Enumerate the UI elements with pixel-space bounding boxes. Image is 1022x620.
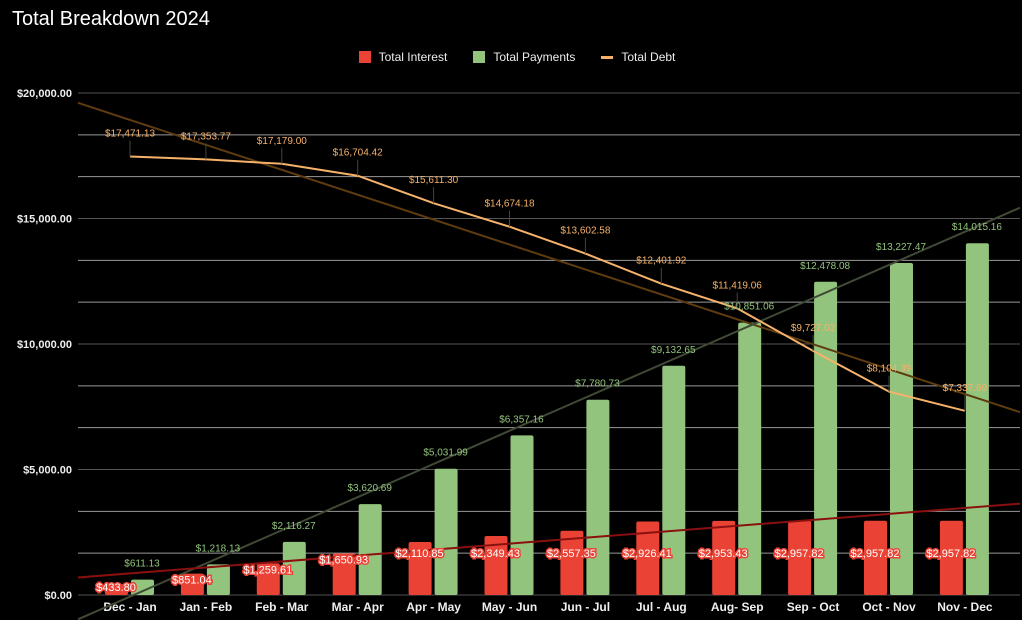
bar-payments	[586, 399, 610, 595]
line-debt	[129, 155, 966, 412]
data-label-payments: $12,478.08	[800, 261, 850, 272]
data-label-payments: $10,851.06	[724, 302, 774, 313]
y-tick-label: $10,000.00	[17, 339, 72, 351]
data-label-debt: $15,611.30	[409, 175, 459, 186]
data-label-debt: $17,353.77	[181, 131, 231, 142]
data-label-interest: $2,957.82	[926, 548, 975, 560]
data-label-interest: $2,110.85	[396, 548, 444, 560]
legend: Total Interest Total Payments Total Debt	[0, 50, 1022, 64]
data-label-payments: $14,015.16	[952, 222, 1002, 233]
bar-payments	[510, 435, 534, 595]
x-tick-label: Mar - Apr	[332, 600, 385, 614]
bar-interest	[332, 553, 356, 595]
data-label-interest: $851.04	[172, 575, 212, 587]
data-label-debt: $8,104.39	[867, 364, 912, 375]
bar-interest	[256, 563, 280, 595]
data-label-payments: $6,357.16	[499, 414, 544, 425]
data-label-debt: $16,704.42	[333, 148, 383, 159]
legend-label: Total Debt	[621, 50, 676, 64]
legend-item-debt[interactable]: Total Debt	[601, 50, 675, 64]
bar-payments	[434, 468, 458, 595]
legend-swatch	[473, 51, 486, 63]
data-label-debt: $11,419.06	[713, 280, 763, 291]
x-tick-label: Jun - Jul	[561, 600, 610, 614]
data-label-debt: $9,727.02	[791, 323, 836, 334]
x-tick-label: Feb - Mar	[255, 600, 309, 614]
data-label-debt: $13,602.58	[560, 226, 610, 237]
bar-payments	[738, 322, 762, 595]
data-label-payments: $2,116.27	[272, 521, 316, 532]
y-tick-label: $15,000.00	[17, 214, 72, 226]
x-tick-label: Oct - Nov	[862, 600, 916, 614]
trendline-debt	[77, 101, 1021, 414]
bar-interest	[712, 520, 736, 595]
x-tick-label: Sep - Oct	[787, 600, 840, 614]
y-tick-label: $5,000.00	[23, 465, 72, 477]
legend-label: Total Interest	[378, 50, 448, 64]
x-tick-label: Nov - Dec	[937, 600, 993, 614]
data-label-payments: $611.13	[124, 559, 160, 570]
data-label-payments: $9,132.65	[651, 345, 696, 356]
data-label-debt: $14,674.18	[484, 199, 534, 210]
data-label-payments: $13,227.47	[876, 242, 926, 253]
x-tick-label: Aug- Sep	[711, 600, 764, 614]
bar-payments	[206, 564, 230, 595]
legend-swatch	[601, 55, 614, 59]
bar-interest	[560, 530, 584, 595]
bar-interest	[484, 536, 508, 595]
bar-interest	[180, 573, 204, 595]
x-tick-label: Dec - Jan	[103, 600, 156, 614]
data-label-interest: $2,957.82	[775, 548, 824, 560]
trendline-payments	[77, 206, 1021, 620]
data-label-interest: $2,957.82	[851, 548, 900, 560]
data-label-debt: $7,337.69	[943, 383, 988, 394]
data-label-payments: $7,780.73	[575, 379, 620, 390]
x-tick-label: Apr - May	[406, 600, 461, 614]
bar-payments	[282, 541, 306, 595]
data-label-payments: $5,031.99	[423, 448, 468, 459]
legend-label: Total Payments	[493, 50, 576, 64]
bar-interest	[105, 584, 128, 595]
bar-interest	[636, 521, 660, 595]
bar-payments	[965, 243, 989, 595]
data-label-debt: $17,471.13	[105, 128, 155, 139]
data-label-payments: $3,620.69	[347, 483, 392, 494]
data-label-interest: $2,557.35	[547, 548, 596, 560]
bar-interest	[939, 520, 963, 595]
x-tick-label: May - Jun	[482, 600, 537, 614]
data-label-interest: $2,926.41	[623, 548, 672, 560]
bar-interest	[788, 520, 812, 595]
legend-item-interest[interactable]: Total Interest	[358, 50, 448, 64]
data-label-payments: $1,218.13	[196, 543, 241, 554]
bar-interest	[864, 520, 887, 595]
data-label-interest: $2,349.43	[471, 548, 520, 560]
bar-payments	[890, 262, 913, 595]
data-label-interest: $1,259.61	[243, 564, 292, 576]
bar-payments	[358, 504, 382, 595]
data-label-interest: $433.80	[96, 582, 136, 594]
x-tick-label: Jul - Aug	[636, 600, 687, 614]
data-label-interest: $1,650.93	[319, 555, 368, 567]
data-label-debt: $17,179.00	[257, 136, 307, 147]
chart-title: Total Breakdown 2024	[12, 8, 210, 30]
data-label-interest: $2,953.43	[699, 548, 748, 560]
y-tick-label: $20,000.00	[17, 88, 72, 100]
y-tick-label: $0.00	[44, 590, 72, 602]
legend-swatch	[358, 51, 371, 63]
bar-payments	[662, 365, 686, 595]
x-tick-label: Jan - Feb	[180, 600, 233, 614]
bar-payments	[131, 579, 154, 595]
legend-item-payments[interactable]: Total Payments	[473, 50, 575, 64]
bar-interest	[408, 542, 432, 595]
data-label-debt: $12,401.92	[636, 256, 686, 267]
trendline-interest	[77, 502, 1021, 579]
